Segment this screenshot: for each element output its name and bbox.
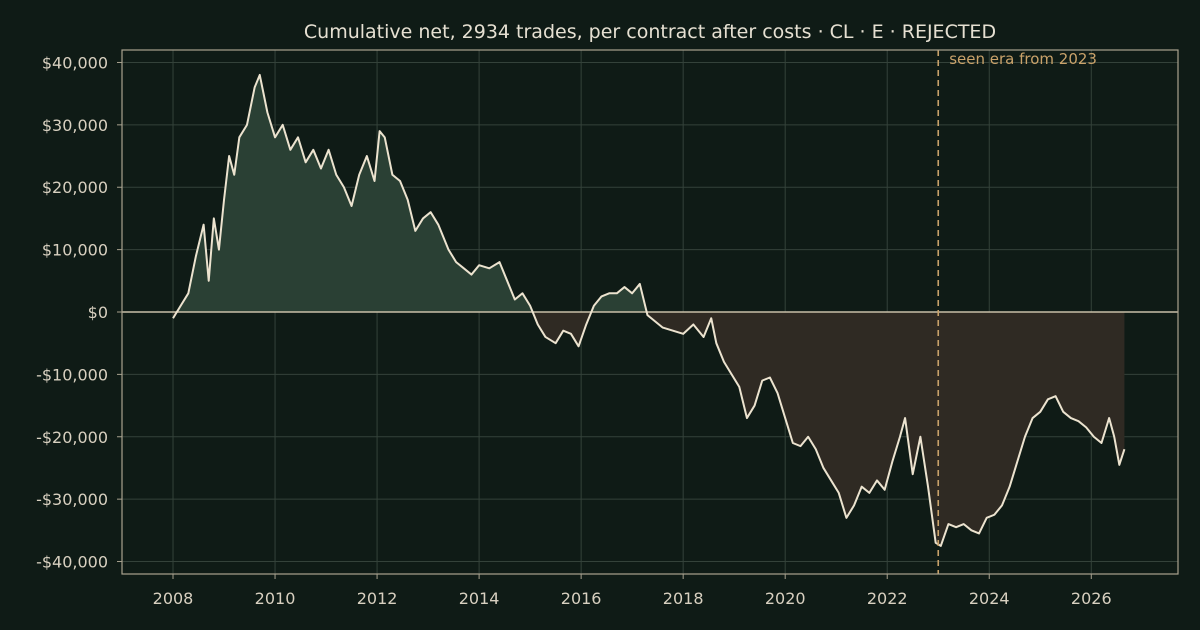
positive-area [173, 74, 1125, 312]
series-line [172, 73, 1126, 547]
y-tick-label: $30,000 [42, 116, 108, 135]
y-tick-label: -$40,000 [36, 553, 108, 572]
axes [117, 49, 1179, 579]
y-tick-label: -$10,000 [36, 365, 108, 384]
y-tick-label: -$20,000 [36, 428, 108, 447]
x-tick-label: 2012 [357, 589, 398, 608]
series-line-group [172, 73, 1126, 547]
x-tick-label: 2018 [663, 589, 704, 608]
x-tick-label: 2020 [765, 589, 806, 608]
x-tick-label: 2024 [969, 589, 1010, 608]
x-tick-label: 2022 [867, 589, 908, 608]
area-fills [173, 74, 1125, 546]
y-tick-label: $20,000 [42, 178, 108, 197]
x-tick-label: 2016 [561, 589, 602, 608]
plot-frame [121, 49, 1179, 575]
grid [122, 50, 1178, 574]
chart-title: Cumulative net, 2934 trades, per contrac… [304, 21, 996, 43]
annotation-group: seen era from 2023 [937, 50, 1097, 574]
y-tick-label: $10,000 [42, 241, 108, 260]
y-tick-label: $0 [88, 303, 108, 322]
y-tick-label: $40,000 [42, 53, 108, 72]
tick-labels: 2008 2010 2012 2014 2016 2018 2020 2022 2024 2026… [36, 53, 1112, 608]
negative-area [173, 312, 1125, 546]
x-tick-label: 2014 [459, 589, 500, 608]
x-tick-label: 2008 [153, 589, 194, 608]
seen-era-label: seen era from 2023 [949, 50, 1097, 68]
x-tick-label: 2026 [1071, 589, 1112, 608]
y-tick-label: -$30,000 [36, 490, 108, 509]
x-tick-label: 2010 [255, 589, 296, 608]
